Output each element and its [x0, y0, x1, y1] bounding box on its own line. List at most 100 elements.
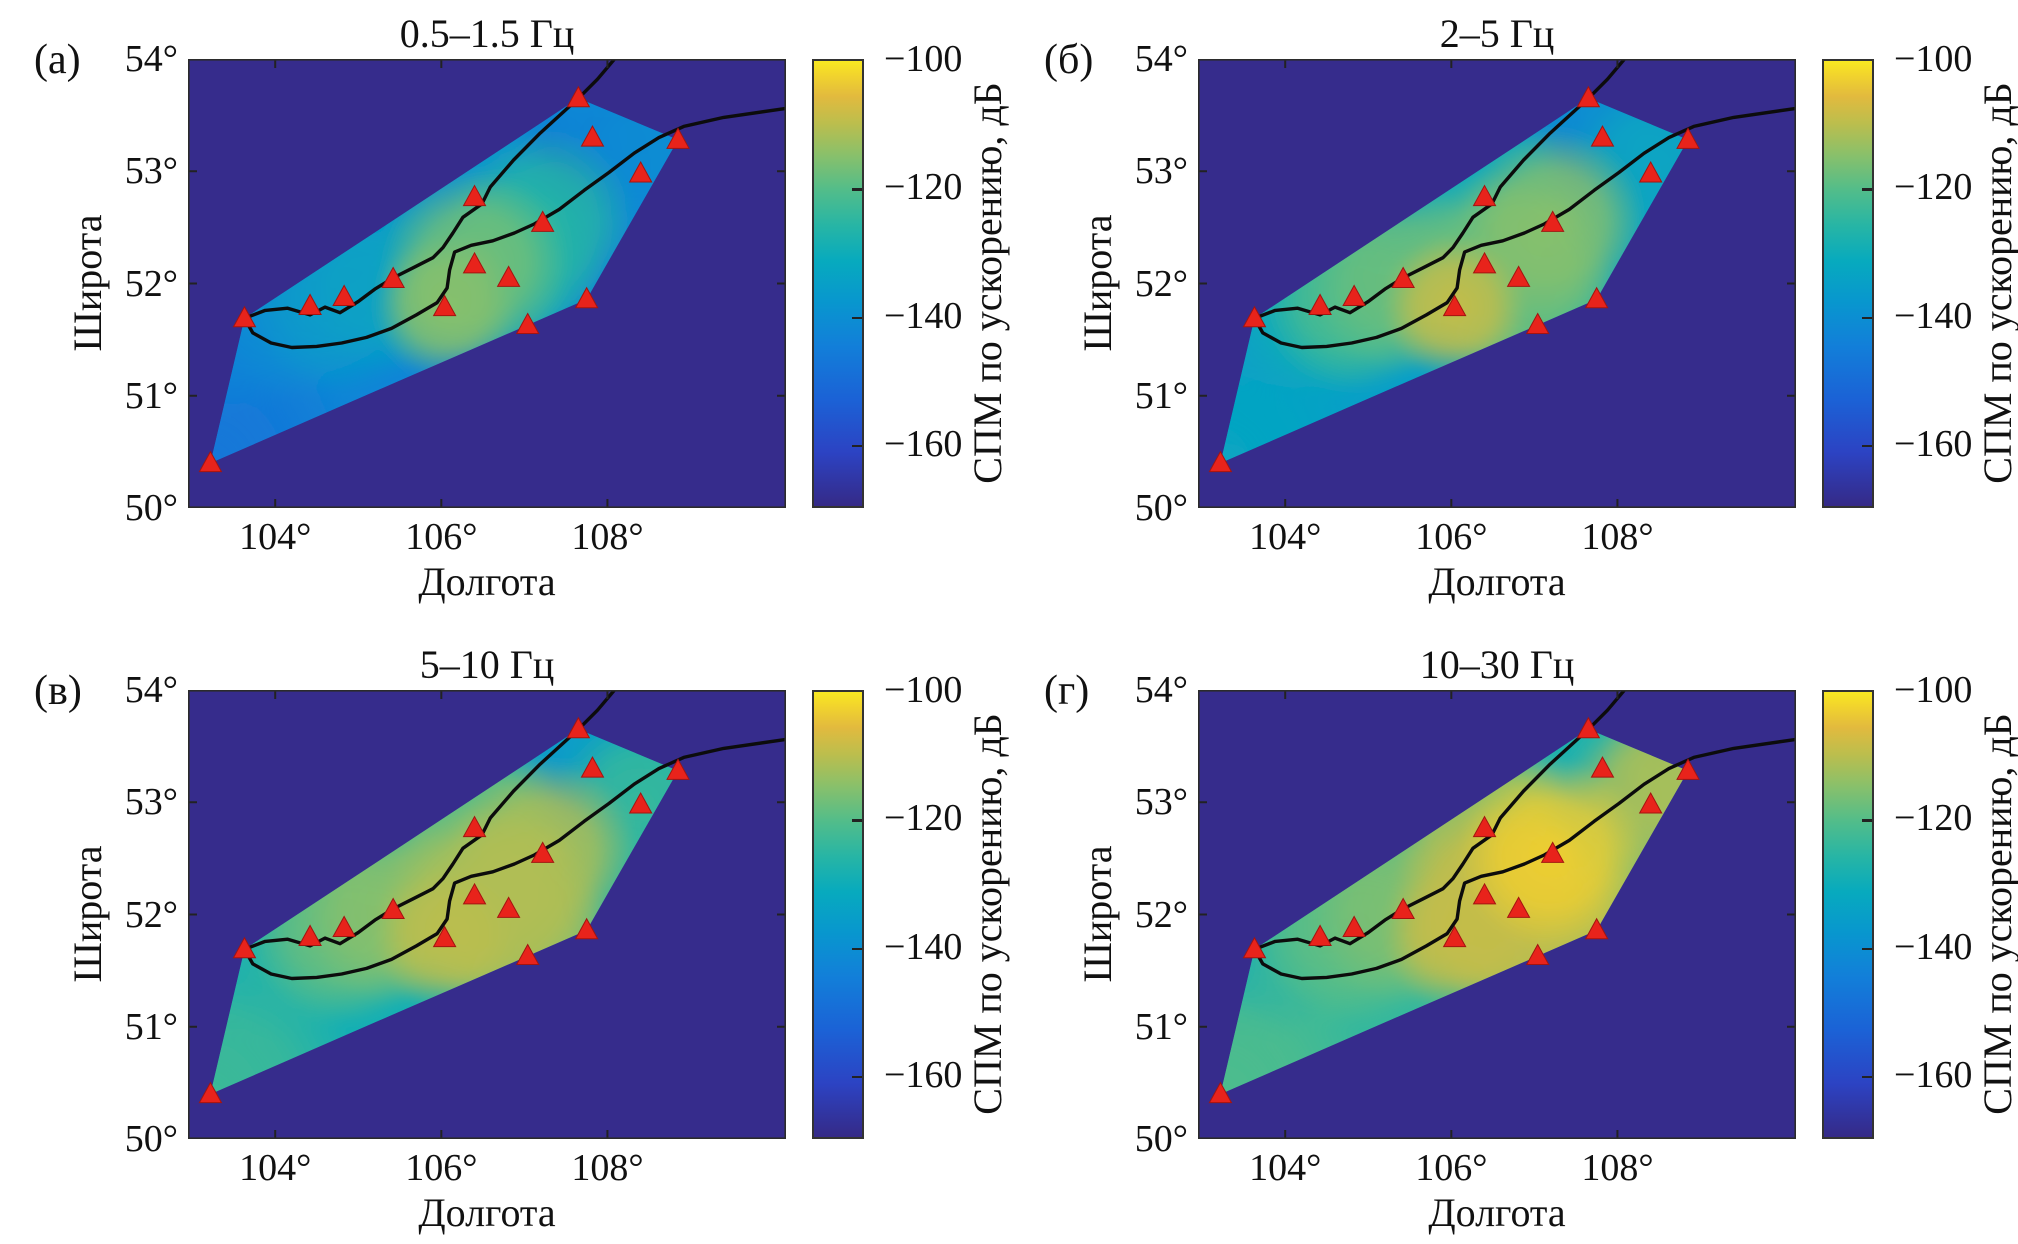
station-marker — [1391, 266, 1415, 289]
x-tick-label: 104° — [1249, 1147, 1322, 1189]
station-marker — [1525, 312, 1550, 335]
colorbar-tick-mark — [1862, 444, 1872, 448]
station-marker — [432, 294, 457, 317]
station-marker — [1342, 284, 1366, 306]
station-marker — [496, 265, 521, 287]
station-marker — [1242, 936, 1267, 959]
station-marker — [381, 266, 405, 289]
shoreline-south — [1252, 737, 1796, 981]
y-tick-label: 50° — [1134, 1118, 1188, 1160]
station-marker — [1208, 450, 1233, 473]
station-marker — [198, 450, 223, 473]
map-plot — [188, 690, 786, 1139]
colorbar — [812, 690, 864, 1139]
station-marker — [298, 924, 322, 946]
colorbar-tick-label: −120 — [1894, 797, 1973, 840]
station-marker — [332, 915, 356, 937]
panel-v: (в) 5–10 Гц Широта Долгота СПМ по ускоре… — [0, 631, 1010, 1244]
panel-title: 2–5 Гц — [1439, 11, 1555, 56]
y-tick-label: 52° — [124, 262, 178, 305]
colorbar-tick-mark — [1862, 188, 1872, 191]
y-tick-label: 54° — [1134, 38, 1188, 80]
colorbar-tick-mark — [852, 819, 862, 822]
panel-title: 5–10 Гц — [419, 642, 555, 687]
colorbar-tick-label: −160 — [884, 422, 963, 465]
x-tick-label: 106° — [405, 516, 478, 558]
panel-title: 0.5–1.5 Гц — [399, 11, 575, 56]
colorbar-tick-label: −140 — [1894, 925, 1973, 968]
colorbar-tick-label: −140 — [884, 925, 963, 968]
station-marker — [1472, 251, 1497, 274]
y-tick-label: 51° — [1134, 374, 1188, 417]
station-marker — [1584, 917, 1609, 940]
station-marker — [580, 756, 605, 778]
station-marker — [1584, 286, 1609, 309]
station-marker — [1540, 841, 1565, 863]
station-marker — [628, 160, 653, 183]
colorbar — [812, 59, 864, 508]
x-tick-label: 106° — [1415, 1147, 1488, 1189]
colorbar-tick-label: −140 — [1894, 294, 1973, 337]
colorbar-tick-mark — [852, 188, 862, 191]
station-marker — [1472, 882, 1497, 905]
station-marker — [530, 210, 555, 232]
station-marker — [1442, 294, 1467, 317]
station-marker — [566, 716, 591, 739]
colorbar-tick-label: −100 — [1894, 38, 1973, 80]
y-tick-label: 51° — [124, 1005, 178, 1048]
colorbar-tick-label: −100 — [884, 38, 963, 80]
station-marker — [666, 127, 690, 149]
shoreline-south — [1252, 106, 1796, 350]
colorbar-tick-label: −120 — [884, 797, 963, 840]
colorbar-gradient — [814, 692, 862, 1137]
station-marker — [574, 286, 599, 309]
station-marker — [232, 305, 257, 328]
colorbar-tick-mark — [852, 947, 862, 951]
y-tick-label: 53° — [1134, 781, 1188, 824]
station-marker — [515, 943, 540, 966]
station-marker — [515, 312, 540, 335]
panel-title: 10–30 Гц — [1419, 642, 1575, 687]
station-marker — [1442, 925, 1467, 948]
station-marker — [1506, 265, 1531, 287]
x-tick-label: 104° — [1249, 516, 1322, 558]
x-tick-label: 104° — [239, 516, 312, 558]
station-marker — [1590, 125, 1615, 147]
station-marker — [1638, 791, 1663, 814]
station-marker — [1506, 896, 1531, 918]
station-marker — [232, 936, 257, 959]
shoreline-south — [242, 106, 786, 350]
colorbar-tick-mark — [852, 316, 862, 320]
x-tick-label: 108° — [1581, 516, 1654, 558]
colorbar-tick-label: −120 — [1894, 166, 1973, 209]
y-tick-label: 53° — [1134, 150, 1188, 193]
x-axis-label: Долгота — [418, 1190, 556, 1235]
station-marker — [1590, 756, 1615, 778]
station-marker — [1391, 897, 1415, 920]
y-tick-label: 52° — [1134, 262, 1188, 305]
station-marker — [1676, 127, 1700, 149]
colorbar-gradient — [814, 61, 862, 506]
y-tick-label: 51° — [1134, 1005, 1188, 1048]
colorbar-tick-label: −160 — [1894, 422, 1973, 465]
x-tick-label: 108° — [1581, 1147, 1654, 1189]
colorbar-tick-label: −120 — [884, 166, 963, 209]
colorbar-tick-label: −160 — [1894, 1053, 1973, 1096]
station-marker — [1308, 293, 1332, 315]
colorbar — [1822, 690, 1874, 1139]
station-marker — [1540, 210, 1565, 232]
station-marker — [462, 184, 487, 207]
map-plot — [1198, 690, 1796, 1139]
station-marker — [628, 791, 653, 814]
y-tick-label: 53° — [124, 150, 178, 193]
panel-letter: (в) — [34, 668, 82, 714]
station-marker — [1576, 716, 1601, 739]
colorbar-tick-label: −100 — [1894, 669, 1973, 711]
x-axis-label: Долгота — [418, 559, 556, 604]
station-marker — [1308, 924, 1332, 946]
station-marker — [566, 85, 591, 108]
x-tick-label: 106° — [405, 1147, 478, 1189]
y-tick-label: 54° — [1134, 669, 1188, 711]
station-marker — [1242, 305, 1267, 328]
